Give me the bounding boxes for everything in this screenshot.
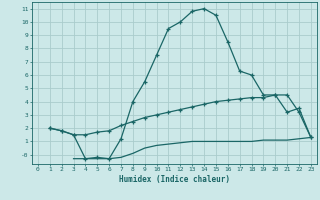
X-axis label: Humidex (Indice chaleur): Humidex (Indice chaleur): [119, 175, 230, 184]
